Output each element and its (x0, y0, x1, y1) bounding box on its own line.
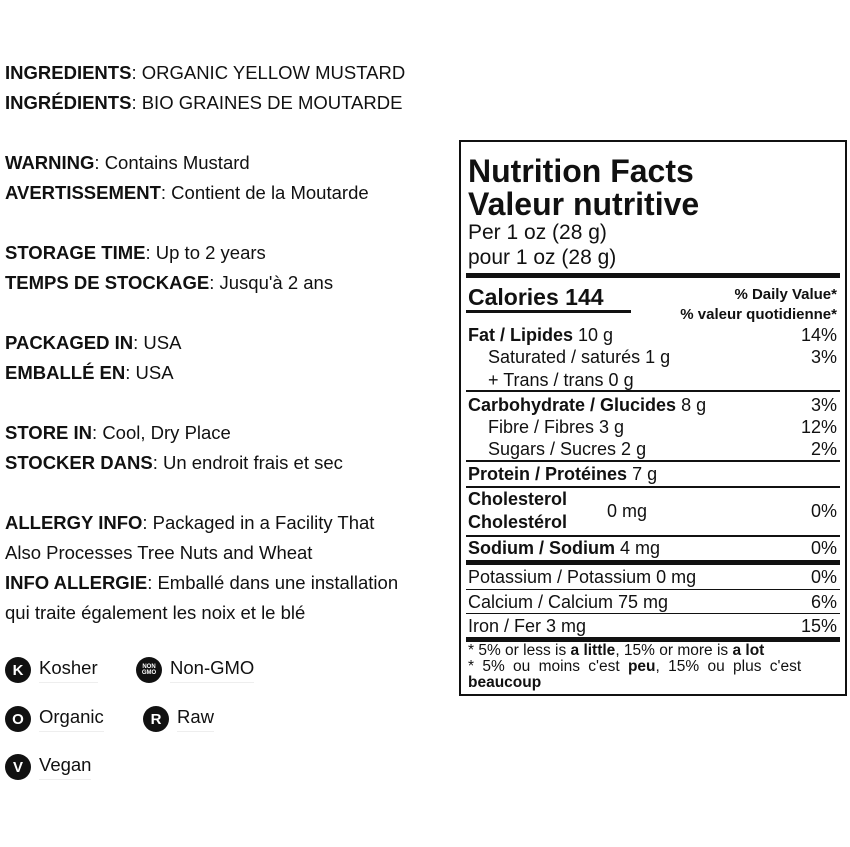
raw-icon: R (143, 706, 169, 732)
badge-kosher: K Kosher (5, 657, 98, 683)
info-line: STOCKER DANS: Un endroit frais et sec (5, 452, 343, 474)
info-label: WARNING (5, 152, 95, 173)
badge-label: Organic (39, 706, 104, 732)
vegan-icon: V (5, 754, 31, 780)
rule (466, 486, 840, 488)
row-iron: Iron / Fer 3 mg 15% (468, 616, 837, 636)
badge-raw: R Raw (143, 706, 215, 732)
row-sugars: Sugars / Sucres 2 g 2% (488, 439, 837, 459)
info-value: : Packaged in a Facility That (142, 512, 375, 533)
info-line: STORAGE TIME: Up to 2 years (5, 242, 266, 264)
row-trans: + Trans / trans 0 g (488, 370, 634, 390)
info-value: : Jusqu'à 2 ans (209, 272, 334, 293)
row-fat: Fat / Lipides 10 g 14% (468, 325, 837, 345)
rule (466, 560, 840, 565)
info-label: ALLERGY INFO (5, 512, 143, 533)
badge-label: Raw (177, 706, 215, 732)
info-line: AVERTISSEMENT: Contient de la Moutarde (5, 182, 369, 204)
badge-label: Kosher (39, 657, 98, 683)
rule (466, 535, 840, 537)
info-label: INGREDIENTS (5, 62, 132, 83)
info-value: : Un endroit frais et sec (152, 452, 343, 473)
info-line: ALLERGY INFO: Packaged in a Facility Tha… (5, 512, 374, 534)
dv-fr: % valeur quotidienne* (680, 306, 837, 323)
info-label: INFO ALLERGIE (5, 572, 148, 593)
info-line: PACKAGED IN: USA (5, 332, 181, 354)
info-value: qui traite également les noix et le blé (5, 602, 306, 623)
info-value: : Emballé dans une installation (147, 572, 399, 593)
info-label: INGRÉDIENTS (5, 92, 132, 113)
info-label: STORE IN (5, 422, 93, 443)
non-gmo-icon: NON GMO (136, 657, 162, 683)
info-label: STORAGE TIME (5, 242, 146, 263)
calories-value: 144 (565, 284, 604, 310)
info-label: TEMPS DE STOCKAGE (5, 272, 210, 293)
cholesterol-en: Cholesterol (468, 489, 568, 509)
kosher-icon: K (5, 657, 31, 683)
footnote-fr-end: beaucoup (468, 674, 542, 691)
nutrition-facts-table: Nutrition Facts Valeur nutritive Per 1 o… (459, 140, 847, 696)
row-fibre: Fibre / Fibres 3 g 12% (488, 417, 837, 437)
badge-label: Non-GMO (170, 657, 255, 683)
info-label: EMBALLÉ EN (5, 362, 126, 383)
cholesterol-fr: Cholestérol (468, 512, 568, 532)
info-label: PACKAGED IN (5, 332, 134, 353)
info-label: STOCKER DANS (5, 452, 153, 473)
row-cholesterol: 0 mg 0% (607, 501, 837, 521)
info-line: TEMPS DE STOCKAGE: Jusqu'à 2 ans (5, 272, 333, 294)
info-line: Also Processes Tree Nuts and Wheat (5, 542, 312, 564)
row-protein: Protein / Protéines 7 g (468, 464, 658, 484)
row-sodium: Sodium / Sodium 4 mg 0% (468, 538, 837, 558)
info-line: qui traite également les noix et le blé (5, 602, 305, 624)
badge-vegan: V Vegan (5, 754, 92, 780)
rule (466, 613, 840, 614)
badge-organic: O Organic (5, 706, 104, 732)
row-carb: Carbohydrate / Glucides 8 g 3% (468, 395, 837, 415)
rule (466, 390, 840, 392)
row-saturated: Saturated / saturés 1 g 3% (488, 347, 837, 367)
rule (466, 273, 840, 278)
info-label: AVERTISSEMENT (5, 182, 161, 203)
organic-icon: O (5, 706, 31, 732)
badge-non-gmo: NON GMO Non-GMO (136, 657, 255, 683)
dv-en: % Daily Value* (734, 286, 837, 303)
rule (466, 310, 631, 313)
info-value: : Cool, Dry Place (92, 422, 231, 443)
footnote-en: * 5% or less is a little, 15% or more is… (468, 642, 765, 659)
info-value: : ORGANIC YELLOW MUSTARD (131, 62, 406, 83)
info-line: INGREDIENTS: ORGANIC YELLOW MUSTARD (5, 62, 405, 84)
info-value: : Contains Mustard (94, 152, 250, 173)
badge-label: Vegan (39, 754, 92, 780)
row-potassium: Potassium / Potassium 0 mg 0% (468, 567, 837, 587)
info-line: EMBALLÉ EN: USA (5, 362, 174, 384)
info-value: : Up to 2 years (145, 242, 266, 263)
info-line: WARNING: Contains Mustard (5, 152, 250, 174)
info-line: INFO ALLERGIE: Emballé dans une installa… (5, 572, 398, 594)
info-value: : USA (133, 332, 182, 353)
info-value: : Contient de la Moutarde (160, 182, 369, 203)
rule (466, 460, 840, 462)
footnote-fr: * 5% ou moins c'est peu, 15% ou plus c'e… (468, 658, 802, 675)
serving-fr: pour 1 oz (28 g) (468, 246, 617, 269)
info-value: Also Processes Tree Nuts and Wheat (5, 542, 313, 563)
title-en: Nutrition Facts (468, 153, 694, 189)
rule (466, 589, 840, 590)
calories: Calories 144 (468, 284, 604, 310)
info-line: INGRÉDIENTS: BIO GRAINES DE MOUTARDE (5, 92, 402, 114)
rule (466, 637, 840, 642)
info-line: STORE IN: Cool, Dry Place (5, 422, 231, 444)
serving-en: Per 1 oz (28 g) (468, 221, 607, 244)
info-value: : BIO GRAINES DE MOUTARDE (131, 92, 403, 113)
row-calcium: Calcium / Calcium 75 mg 6% (468, 592, 837, 612)
info-value: : USA (125, 362, 174, 383)
title-fr: Valeur nutritive (468, 186, 700, 222)
